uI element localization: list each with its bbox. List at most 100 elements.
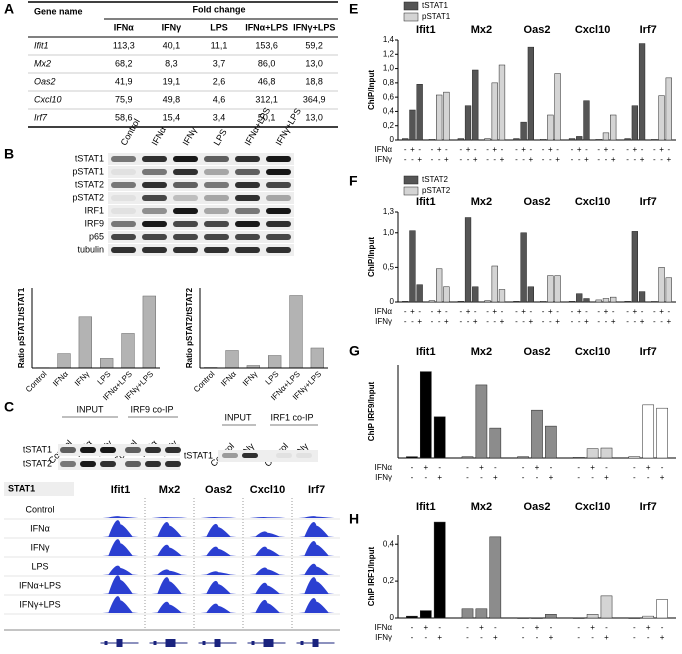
bar [225, 350, 239, 369]
condition-sign: + [492, 307, 497, 316]
bar [651, 139, 658, 141]
bar [610, 114, 617, 141]
peak [298, 577, 335, 594]
gene-label: Cxcl10 [575, 196, 610, 208]
bar [484, 138, 491, 141]
column-header: IFNα+LPS [245, 22, 288, 32]
y-tick-label: 0 [390, 135, 395, 144]
condition-sign: - [633, 463, 636, 472]
table-cell: 86,0 [258, 58, 276, 68]
x-tick-label: LPS [96, 370, 113, 387]
exon [312, 639, 319, 647]
condition-sign: - [626, 307, 629, 316]
bar [406, 615, 418, 619]
condition-sign: - [591, 633, 594, 642]
peak [102, 520, 139, 537]
condition-sign: - [530, 307, 533, 316]
exon [214, 639, 221, 647]
condition-sign: - [493, 155, 496, 164]
condition-sign: - [424, 473, 427, 482]
condition-sign: - [641, 307, 644, 316]
peak [200, 571, 237, 575]
condition-name: IFNγ [375, 473, 392, 482]
condition-sign: - [571, 317, 574, 326]
condition-sign: - [480, 473, 483, 482]
bar [484, 300, 491, 303]
protein-label: tSTAT2 [75, 179, 104, 189]
condition-sign: - [661, 623, 664, 632]
legend-label: pSTAT2 [422, 186, 451, 195]
blot-band [266, 221, 291, 227]
bar [624, 301, 631, 303]
condition-sign: - [585, 145, 588, 154]
gene-label: Irf7 [640, 346, 657, 358]
gene-label: Ifit1 [416, 24, 436, 36]
condition-sign: - [459, 155, 462, 164]
condition-sign: - [445, 307, 448, 316]
peak [249, 546, 286, 556]
condition-sign: - [597, 307, 600, 316]
bar [268, 355, 282, 369]
table-cell: 50,1 [258, 112, 276, 122]
bar [576, 136, 583, 141]
gene-label: Oas2 [524, 24, 551, 36]
condition-sign: - [486, 317, 489, 326]
bar [402, 138, 409, 141]
group-label: INPUT [225, 412, 253, 422]
blot-strip [218, 450, 318, 462]
y-tick-label: 0 [390, 297, 395, 306]
blot-band [100, 461, 116, 467]
condition-sign: + [417, 155, 422, 164]
condition-sign: + [590, 463, 595, 472]
blot-band [266, 234, 291, 240]
blot-band [173, 234, 198, 240]
condition-sign: + [423, 623, 428, 632]
bar [517, 456, 529, 459]
bar [472, 69, 479, 141]
y-tick-label: 0,4 [383, 539, 395, 548]
y-axis-label: Ratio pSTAT1/tSTAT1 [17, 287, 26, 368]
bar [583, 298, 590, 303]
blot-band [80, 461, 96, 467]
bar [658, 267, 665, 303]
bar [624, 138, 631, 141]
legend-label: tSTAT1 [422, 1, 448, 10]
condition-sign: - [467, 317, 470, 326]
exon [202, 641, 206, 645]
blot-band [235, 221, 260, 227]
exon [251, 641, 255, 645]
condition-sign: - [660, 155, 663, 164]
gene-label: Mx2 [471, 346, 492, 358]
condition-sign: - [522, 317, 525, 326]
condition-sign: - [536, 633, 539, 642]
condition-sign: + [666, 317, 671, 326]
condition-sign: - [466, 473, 469, 482]
condition-sign: - [577, 633, 580, 642]
condition-sign: - [597, 155, 600, 164]
condition-sign: + [473, 155, 478, 164]
y-tick-label: 1,0 [383, 64, 395, 73]
gene-label: Oas2 [524, 196, 551, 208]
peak [102, 565, 139, 575]
panel-label: E [349, 1, 358, 17]
condition-sign: - [466, 623, 469, 632]
peak [200, 546, 237, 556]
condition-sign: - [667, 145, 670, 154]
condition-sign: - [522, 623, 525, 632]
blot-band [235, 195, 260, 201]
blot-band [204, 247, 229, 253]
condition-sign: - [542, 317, 545, 326]
condition-sign: - [431, 155, 434, 164]
condition-sign: - [605, 155, 608, 164]
blot-band [266, 182, 291, 188]
condition-sign: + [437, 633, 442, 642]
condition-sign: + [535, 463, 540, 472]
blot-band [173, 221, 198, 227]
blot-band [235, 182, 260, 188]
condition-sign: + [640, 317, 645, 326]
gene-name: Cxcl10 [34, 94, 62, 104]
peak [298, 598, 335, 613]
x-tick-label: IFNα [219, 369, 238, 388]
bar [520, 121, 527, 141]
condition-name: IFNα [374, 623, 392, 632]
